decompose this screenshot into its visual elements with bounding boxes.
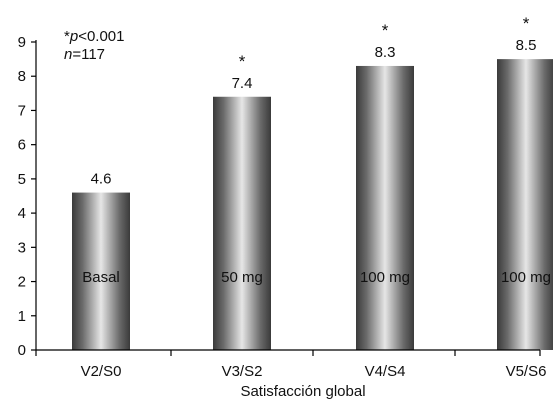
y-tick-label: 8 — [18, 68, 26, 85]
sample-size-note: n=117 — [64, 46, 105, 63]
y-tick-label: 5 — [18, 171, 26, 188]
bar-labels: 4.6 Basal 7.4 * 50 mg 8.3 * 100 mg 8.5 * 100 mg — [82, 14, 551, 286]
bar-inner-label: 100 mg — [360, 269, 410, 286]
p-value-note: *p<0.001 — [64, 28, 124, 45]
y-tick-label: 3 — [18, 239, 26, 256]
x-axis-title: Satisfacción global — [240, 383, 365, 400]
bar-value-label: 8.5 — [516, 37, 537, 54]
bar-inner-label: Basal — [82, 269, 120, 286]
x-category-label: V5/S6 — [506, 363, 547, 380]
y-tick-label: 4 — [18, 205, 26, 222]
y-tick-label: 9 — [18, 34, 26, 51]
bar — [72, 192, 130, 350]
bar-value-label: 7.4 — [232, 75, 253, 92]
y-tick-label: 6 — [18, 137, 26, 154]
bars — [72, 59, 553, 350]
y-tick-label: 0 — [18, 342, 26, 359]
bar — [356, 65, 414, 350]
bar-inner-label: 50 mg — [221, 269, 263, 286]
x-category-label: V3/S2 — [222, 363, 263, 380]
x-axis: V2/S0 V3/S2 V4/S4 V5/S6 — [35, 349, 547, 380]
bar-value-label: 4.6 — [91, 171, 112, 188]
significance-marker: * — [523, 14, 530, 33]
x-category-label: V2/S0 — [81, 363, 122, 380]
y-axis: 0 1 2 3 4 5 6 7 8 9 — [18, 34, 37, 359]
bar — [213, 96, 271, 350]
y-tick-label: 1 — [18, 308, 26, 325]
significance-marker: * — [382, 21, 389, 40]
x-category-label: V4/S4 — [365, 363, 406, 380]
bar-value-label: 8.3 — [375, 44, 396, 61]
significance-marker: * — [239, 52, 246, 71]
bar — [497, 59, 553, 350]
y-tick-label: 2 — [18, 274, 26, 291]
bar-inner-label: 100 mg — [501, 269, 551, 286]
y-tick-label: 7 — [18, 102, 26, 119]
